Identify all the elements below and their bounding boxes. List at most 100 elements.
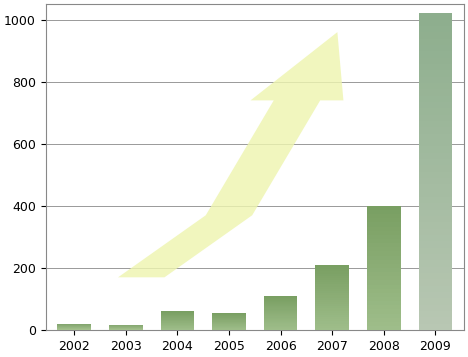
Bar [315, 278, 349, 280]
Bar [264, 314, 297, 315]
Bar [161, 323, 194, 324]
Bar [419, 191, 452, 197]
Bar [419, 64, 452, 70]
Bar [212, 316, 246, 317]
Bar [419, 298, 452, 305]
Bar [419, 146, 452, 153]
Bar [367, 210, 401, 214]
Bar [419, 248, 452, 254]
Bar [419, 172, 452, 178]
Bar [212, 326, 246, 327]
Bar [212, 329, 246, 330]
Bar [419, 280, 452, 286]
Bar [212, 323, 246, 324]
Bar [212, 325, 246, 326]
Bar [419, 222, 452, 229]
Bar [264, 297, 297, 298]
Bar [212, 320, 246, 321]
Bar [419, 324, 452, 330]
Bar [419, 39, 452, 45]
Bar [367, 322, 401, 326]
Bar [367, 235, 401, 239]
Bar [315, 302, 349, 304]
Bar [264, 296, 297, 297]
Bar [367, 243, 401, 247]
Bar [367, 281, 401, 285]
Bar [419, 178, 452, 185]
Bar [161, 320, 194, 321]
Bar [419, 317, 452, 324]
Bar [367, 206, 401, 210]
Bar [315, 276, 349, 278]
Bar [264, 300, 297, 301]
Bar [419, 203, 452, 210]
Bar [264, 306, 297, 307]
Bar [419, 127, 452, 134]
Bar [264, 318, 297, 319]
Bar [419, 216, 452, 222]
Bar [315, 280, 349, 282]
Bar [264, 298, 297, 300]
Bar [161, 313, 194, 314]
Bar [212, 324, 246, 325]
Bar [212, 321, 246, 322]
Bar [367, 313, 401, 318]
Bar [315, 297, 349, 300]
Bar [315, 317, 349, 319]
Bar [315, 321, 349, 323]
Bar [419, 153, 452, 159]
Bar [367, 326, 401, 330]
Bar [367, 218, 401, 222]
Bar [315, 328, 349, 330]
Bar [419, 267, 452, 273]
Bar [315, 271, 349, 273]
Bar [161, 321, 194, 322]
Bar [419, 26, 452, 32]
Bar [367, 247, 401, 251]
Bar [161, 318, 194, 319]
Bar [264, 315, 297, 316]
Bar [264, 303, 297, 304]
Bar [212, 315, 246, 316]
Bar [161, 314, 194, 315]
Bar [367, 285, 401, 289]
Bar [161, 312, 194, 313]
Bar [419, 109, 452, 115]
Bar [161, 322, 194, 323]
Bar [315, 291, 349, 293]
Bar [419, 20, 452, 26]
Bar [419, 140, 452, 146]
Bar [367, 231, 401, 235]
Bar [264, 319, 297, 320]
Bar [264, 323, 297, 325]
Bar [264, 313, 297, 314]
Bar [419, 83, 452, 90]
Bar [367, 260, 401, 264]
Bar [419, 45, 452, 51]
Bar [419, 159, 452, 165]
Bar [264, 326, 297, 327]
Bar [264, 307, 297, 308]
Bar [315, 269, 349, 271]
Bar [212, 327, 246, 328]
Bar [212, 322, 246, 323]
Bar [367, 305, 401, 310]
Bar [367, 297, 401, 301]
Bar [315, 311, 349, 313]
Bar [315, 306, 349, 308]
Bar [419, 305, 452, 311]
Bar [419, 165, 452, 172]
Bar [419, 70, 452, 77]
Bar [315, 295, 349, 297]
Bar [419, 96, 452, 102]
Bar [264, 322, 297, 323]
Bar [161, 326, 194, 327]
Bar [264, 304, 297, 305]
Bar [315, 293, 349, 295]
Bar [264, 311, 297, 312]
Bar [315, 287, 349, 289]
Bar [419, 235, 452, 241]
Polygon shape [118, 32, 344, 277]
Bar [315, 319, 349, 321]
Bar [367, 293, 401, 297]
